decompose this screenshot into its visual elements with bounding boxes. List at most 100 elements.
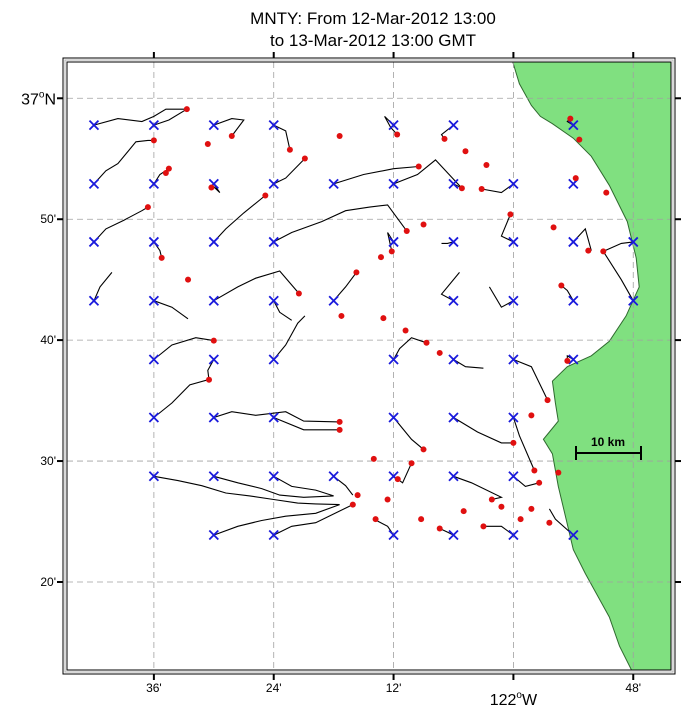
drifter-track — [273, 124, 291, 150]
y-tick-label: 37oN — [21, 89, 56, 108]
drifter-track — [393, 159, 463, 189]
start-marker — [508, 354, 519, 365]
start-marker — [208, 119, 219, 131]
drifter-track — [440, 272, 460, 302]
end-marker — [458, 185, 465, 192]
end-marker — [600, 248, 607, 255]
drifter-track — [481, 183, 514, 194]
end-marker — [462, 148, 469, 155]
end-marker — [394, 476, 401, 483]
end-marker — [531, 467, 538, 474]
y-tick-label: 30' — [40, 454, 56, 468]
drifter-track — [213, 195, 266, 243]
end-marker — [546, 519, 553, 526]
end-marker — [377, 254, 384, 261]
drifter-track — [273, 300, 293, 321]
start-marker — [88, 178, 100, 190]
start-marker — [568, 236, 579, 248]
end-marker — [228, 133, 235, 140]
start-marker — [88, 295, 100, 306]
start-marker — [208, 295, 219, 306]
drifter-track — [213, 475, 334, 498]
drifter-track — [513, 358, 549, 401]
drifter-track — [153, 300, 189, 320]
start-marker — [448, 412, 459, 423]
end-marker — [550, 224, 557, 231]
coastline-land — [512, 61, 672, 671]
drifter-track — [453, 475, 504, 501]
x-tick-label: 12' — [386, 681, 402, 695]
frame-inner — [66, 61, 672, 671]
drifter-track — [512, 417, 535, 471]
start-marker — [328, 471, 339, 482]
start-marker — [448, 295, 459, 306]
end-marker — [528, 412, 535, 419]
drifter-track — [93, 108, 187, 126]
start-marker — [448, 354, 459, 365]
start-marker — [148, 295, 160, 306]
drifter-track — [602, 251, 634, 301]
drifter-track — [273, 504, 354, 536]
end-marker — [349, 501, 356, 508]
drifter-track — [273, 158, 306, 185]
end-marker — [558, 282, 565, 289]
start-marker — [268, 412, 279, 423]
start-marker — [508, 295, 519, 306]
start-marker — [388, 119, 399, 131]
end-marker — [158, 254, 165, 261]
end-marker — [528, 505, 535, 512]
drifter-track — [441, 241, 454, 244]
drifter-track — [93, 139, 154, 185]
drifter-track — [273, 416, 340, 431]
end-marker — [441, 135, 448, 142]
end-marker — [185, 276, 192, 283]
drifter-track — [153, 337, 214, 360]
end-marker — [564, 357, 571, 364]
end-marker — [162, 170, 169, 177]
start-marker — [208, 471, 219, 482]
end-marker — [204, 140, 211, 147]
end-marker — [286, 146, 293, 153]
end-marker — [544, 397, 551, 404]
start-marker — [268, 295, 279, 306]
drifter-track — [548, 508, 574, 536]
drifter-track — [384, 116, 398, 135]
end-marker — [517, 516, 524, 523]
start-marker — [388, 529, 399, 541]
drifter-tracks — [93, 108, 634, 536]
drifter-track — [453, 359, 484, 369]
start-marker — [448, 529, 459, 541]
end-marker — [420, 446, 427, 453]
end-marker — [480, 523, 487, 530]
start-marker — [208, 412, 219, 423]
start-marker — [208, 529, 219, 541]
end-marker — [402, 327, 409, 334]
drifter-track — [453, 417, 514, 444]
grid-lines — [67, 62, 671, 670]
start-marker — [568, 119, 579, 131]
start-marker — [568, 354, 579, 365]
map-frame — [62, 57, 676, 675]
end-marker — [603, 189, 610, 196]
end-marker — [555, 469, 562, 476]
scale-bar-label: 10 km — [591, 435, 625, 449]
end-marker — [415, 163, 422, 170]
end-marker — [354, 492, 361, 499]
axis-ticks: 36' 24' 12' 122oW 48' 37oN 50' 40' 30' 20' — [21, 52, 681, 709]
end-marker — [488, 496, 495, 503]
end-marker — [301, 155, 308, 162]
end-marker — [380, 315, 387, 322]
scale-bar: 10 km — [575, 435, 642, 460]
end-markers — [144, 106, 610, 532]
drifter-track — [273, 204, 408, 243]
start-marker — [448, 178, 459, 190]
drifter-track — [213, 118, 245, 137]
start-marker — [508, 178, 519, 190]
y-tick-label: 50' — [40, 212, 56, 226]
start-marker — [148, 354, 160, 365]
end-marker — [388, 248, 395, 255]
end-marker — [423, 339, 430, 346]
y-tick-label: 40' — [40, 333, 56, 347]
end-marker — [206, 376, 213, 383]
